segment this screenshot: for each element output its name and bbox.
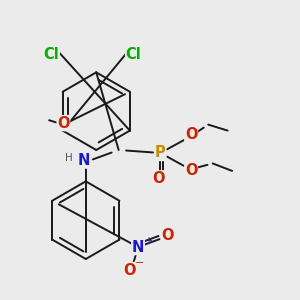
Text: Cl: Cl (126, 47, 142, 62)
Text: Cl: Cl (44, 47, 59, 62)
Text: −: − (135, 259, 144, 269)
Text: P: P (155, 146, 166, 160)
Text: O: O (57, 116, 70, 130)
Text: O: O (162, 228, 174, 243)
Text: O: O (185, 127, 197, 142)
Text: O: O (152, 171, 164, 186)
Text: H: H (65, 153, 73, 164)
Text: O: O (123, 262, 135, 278)
Text: O: O (185, 164, 197, 178)
Text: N: N (78, 153, 91, 168)
Text: +: + (144, 236, 152, 246)
Text: N: N (132, 239, 144, 254)
